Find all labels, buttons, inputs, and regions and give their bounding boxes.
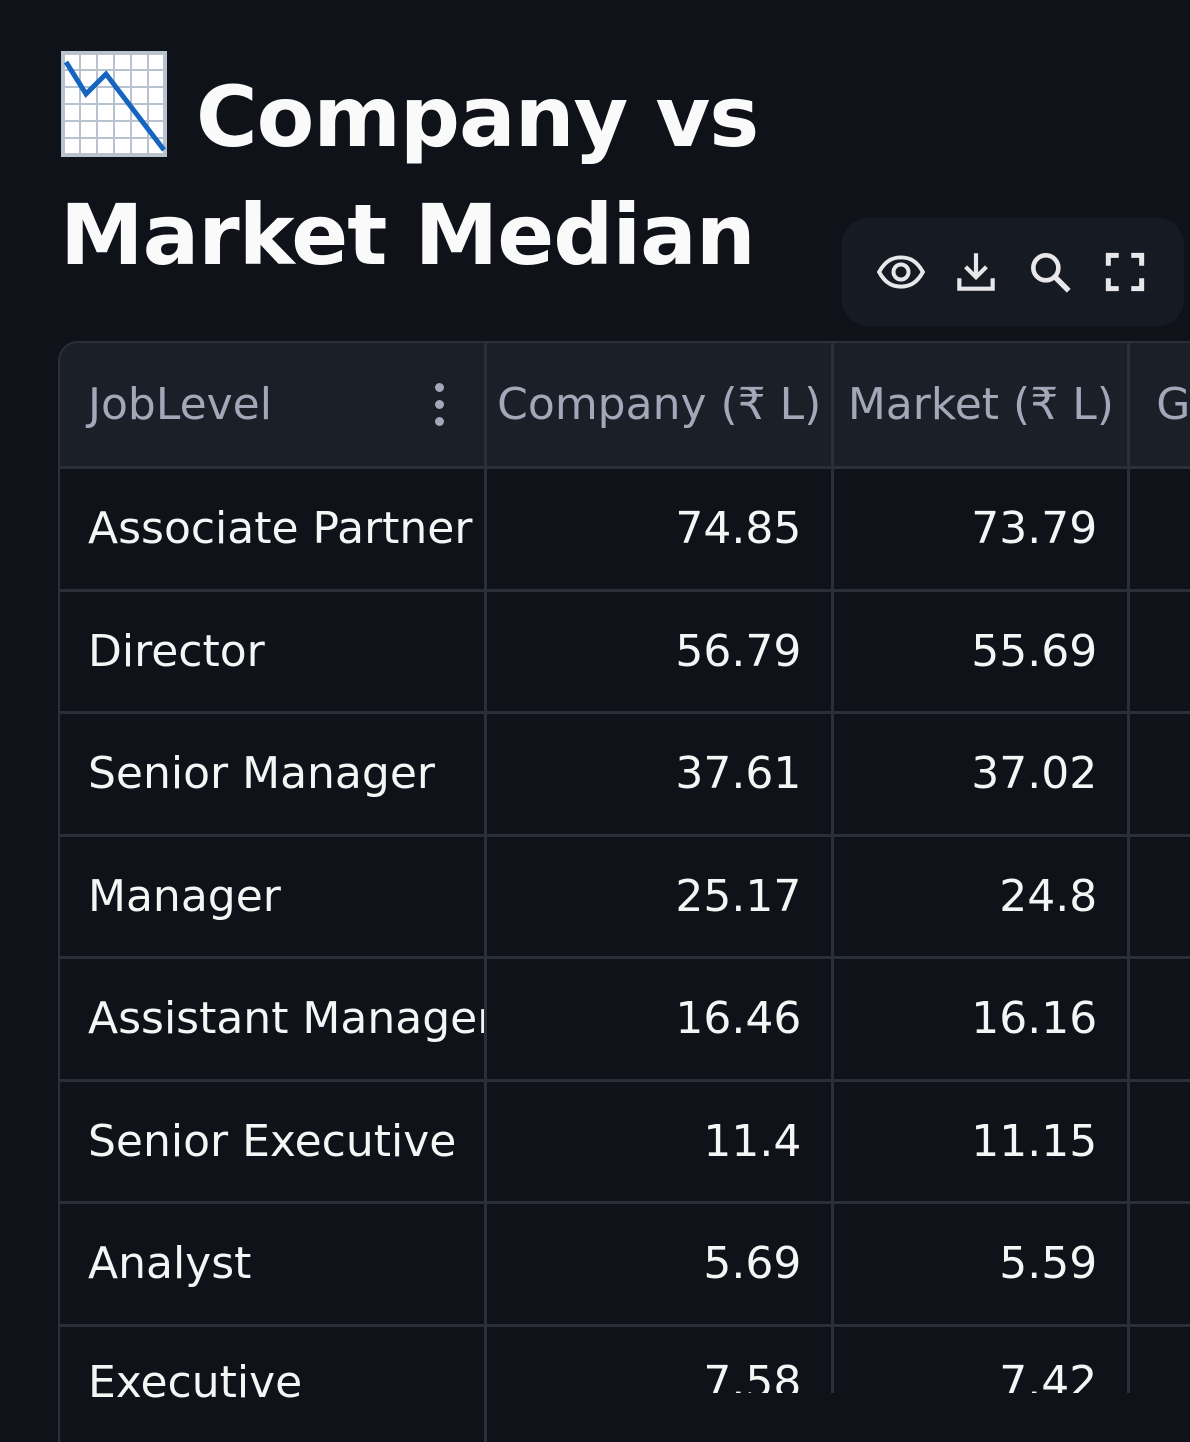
table-row[interactable]: Senior Manager 37.61 37.02 <box>60 714 1190 837</box>
table-header-row: JobLevel Company (₹ L) Market (₹ L) G <box>60 343 1190 469</box>
cell-market[interactable]: 16.16 <box>834 959 1131 1079</box>
fullscreen-icon <box>1105 252 1144 292</box>
cell-market[interactable]: 24.8 <box>834 836 1131 956</box>
column-header-market[interactable]: Market (₹ L) <box>834 343 1131 466</box>
table-body: Associate Partner 74.85 73.79 Director 5… <box>60 469 1190 1442</box>
cell-joblevel[interactable]: Director <box>60 591 487 711</box>
cell-joblevel[interactable]: Assistant Manager <box>60 959 487 1079</box>
cell-truncated[interactable] <box>1130 1327 1190 1442</box>
cell-market[interactable]: 11.15 <box>834 1081 1131 1201</box>
table-toolbar <box>842 218 1184 326</box>
cell-truncated[interactable] <box>1130 469 1190 589</box>
table-row[interactable]: Director 56.79 55.69 <box>60 591 1190 714</box>
cell-joblevel[interactable]: Manager <box>60 836 487 956</box>
cell-joblevel[interactable]: Senior Executive <box>60 1081 487 1201</box>
cell-company[interactable]: 11.4 <box>487 1081 835 1201</box>
cell-market[interactable]: 5.59 <box>834 1204 1131 1324</box>
column-header-truncated[interactable]: G <box>1156 379 1190 430</box>
column-menu-icon[interactable] <box>435 383 445 426</box>
table-row[interactable]: Manager 25.17 24.8 <box>60 836 1190 959</box>
column-header-joblevel[interactable]: JobLevel <box>60 343 488 466</box>
cell-company[interactable]: 7.58 <box>487 1326 835 1393</box>
table-row[interactable]: Senior Executive 11.4 11.15 <box>60 1081 1190 1204</box>
cell-market[interactable]: 37.02 <box>834 714 1131 834</box>
cell-truncated[interactable] <box>1130 1204 1190 1324</box>
cell-company[interactable]: 56.79 <box>487 591 835 711</box>
cell-joblevel[interactable]: Analyst <box>60 1204 487 1324</box>
cell-joblevel[interactable]: Associate Partner <box>60 469 487 589</box>
cell-truncated[interactable] <box>1130 1082 1190 1202</box>
search-icon <box>1031 253 1071 293</box>
cell-market[interactable]: 7.42 <box>834 1326 1131 1393</box>
table-row[interactable]: Analyst 5.69 5.59 <box>60 1204 1190 1327</box>
cell-truncated[interactable] <box>1130 959 1190 1079</box>
visibility-button[interactable] <box>873 244 929 300</box>
column-header-company[interactable]: Company (₹ L) <box>487 343 835 466</box>
cell-company[interactable]: 5.69 <box>487 1204 835 1324</box>
table-row[interactable]: Executive 7.58 7.42 <box>60 1326 1190 1442</box>
eye-icon <box>877 255 926 289</box>
cell-market[interactable]: 55.69 <box>834 591 1131 711</box>
cell-company[interactable]: 25.17 <box>487 836 835 956</box>
table-row[interactable]: Assistant Manager 16.46 16.16 <box>60 959 1190 1082</box>
cell-joblevel[interactable]: Senior Manager <box>60 714 487 834</box>
cell-joblevel[interactable]: Executive <box>60 1326 487 1442</box>
download-icon <box>957 253 995 291</box>
chart-decreasing-icon <box>60 50 168 158</box>
fullscreen-button[interactable] <box>1097 244 1153 300</box>
cell-company[interactable]: 16.46 <box>487 959 835 1079</box>
search-button[interactable] <box>1022 244 1078 300</box>
data-table: JobLevel Company (₹ L) Market (₹ L) G As… <box>58 341 1190 1442</box>
cell-truncated[interactable] <box>1130 714 1190 834</box>
cell-truncated[interactable] <box>1130 837 1190 957</box>
table-row[interactable]: Associate Partner 74.85 73.79 <box>60 469 1190 592</box>
page-title-text: Company vs Market Median <box>60 68 759 284</box>
page-title: Company vs Market Median <box>60 50 1060 294</box>
cell-market[interactable]: 73.79 <box>834 469 1131 589</box>
cell-truncated[interactable] <box>1130 592 1190 712</box>
download-button[interactable] <box>948 244 1004 300</box>
cell-company[interactable]: 37.61 <box>487 714 835 834</box>
cell-company[interactable]: 74.85 <box>487 469 835 589</box>
